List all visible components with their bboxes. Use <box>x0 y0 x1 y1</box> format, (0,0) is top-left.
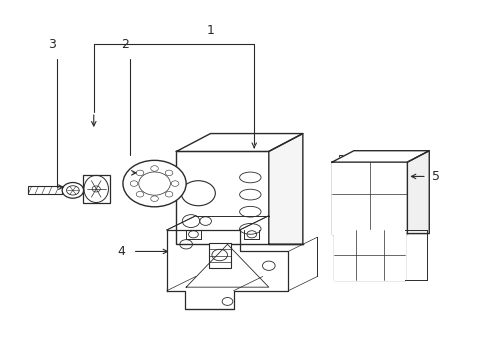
Bar <box>176 152 268 244</box>
Polygon shape <box>407 151 428 234</box>
Bar <box>385 155 399 166</box>
Bar <box>339 155 353 166</box>
Polygon shape <box>176 134 302 152</box>
Text: 4: 4 <box>117 245 125 258</box>
Bar <box>28 186 62 194</box>
Bar <box>331 162 407 234</box>
Bar <box>82 175 110 203</box>
Text: 5: 5 <box>431 170 439 183</box>
Polygon shape <box>331 151 428 162</box>
Circle shape <box>122 160 186 207</box>
Polygon shape <box>331 162 407 234</box>
Circle shape <box>62 183 83 198</box>
Polygon shape <box>334 230 404 280</box>
Bar <box>208 243 230 267</box>
Bar <box>334 230 404 280</box>
Text: 2: 2 <box>121 39 129 51</box>
Text: 3: 3 <box>48 39 56 51</box>
Text: 1: 1 <box>206 24 214 37</box>
Polygon shape <box>268 134 302 244</box>
